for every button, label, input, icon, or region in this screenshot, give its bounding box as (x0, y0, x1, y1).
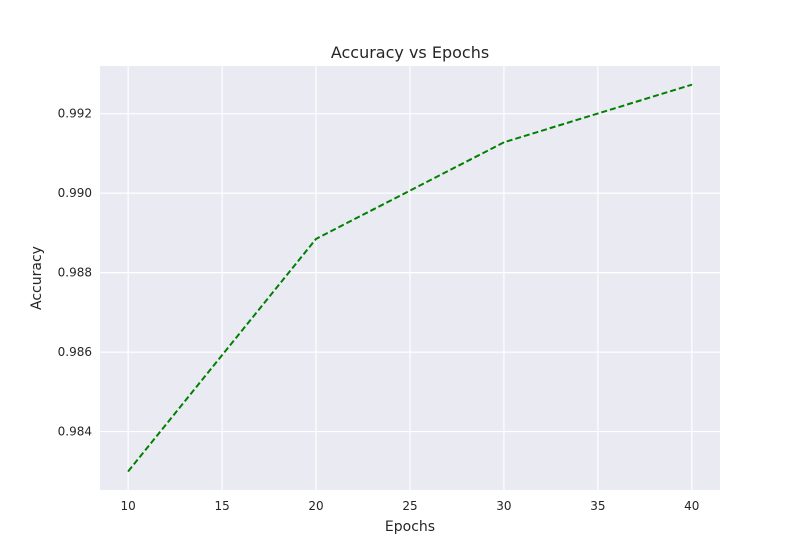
x-tick-label: 20 (308, 499, 323, 513)
y-tick-label: 0.986 (58, 345, 92, 359)
data-point (127, 470, 129, 472)
x-axis-label: Epochs (385, 519, 435, 535)
x-tick-label: 35 (590, 499, 605, 513)
series-line (127, 83, 693, 472)
y-tick-label: 0.990 (58, 186, 92, 200)
data-point (315, 238, 317, 240)
y-axis-ticks: 0.984 0.986 0.988 0.990 0.992 (58, 107, 92, 439)
data-point (503, 141, 505, 143)
grid-lines (100, 66, 720, 490)
data-point (691, 84, 693, 86)
series-lines (127, 83, 693, 472)
y-axis-label: Accuracy (29, 246, 45, 310)
x-tick-label: 40 (684, 499, 699, 513)
x-tick-label: 10 (121, 499, 136, 513)
x-tick-label: 30 (496, 499, 511, 513)
x-tick-label: 15 (214, 499, 229, 513)
x-tick-label: 25 (402, 499, 417, 513)
y-tick-label: 0.992 (58, 107, 92, 121)
y-tick-label: 0.988 (58, 266, 92, 280)
y-tick-label: 0.984 (58, 425, 92, 439)
chart-title: Accuracy vs Epochs (331, 43, 489, 62)
x-axis-ticks: 10 15 20 25 30 35 40 (121, 499, 700, 513)
